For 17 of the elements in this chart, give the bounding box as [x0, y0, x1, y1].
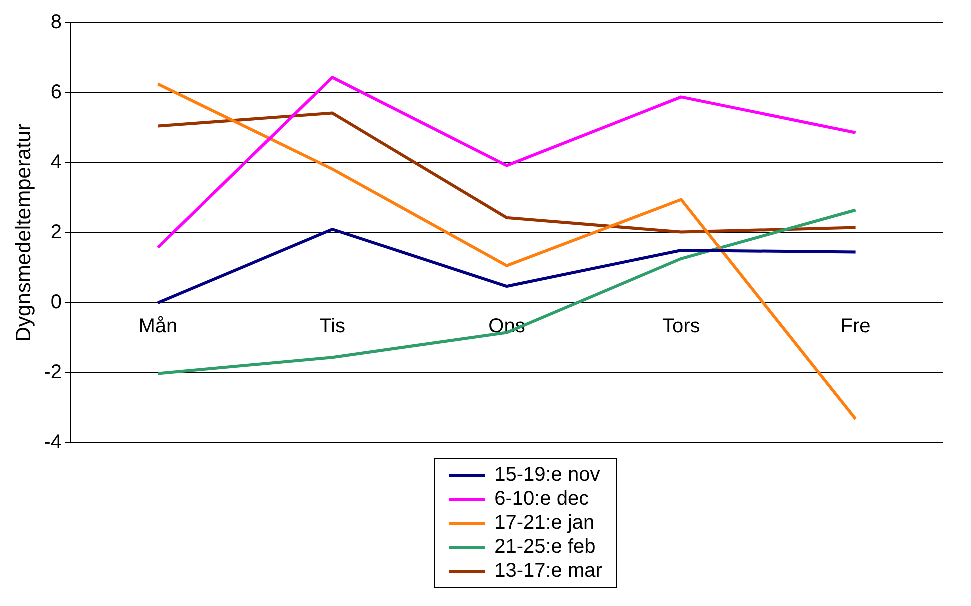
legend-label: 17-21:e jan: [494, 512, 595, 534]
y-axis-title: Dygnsmedeltemperatur: [12, 124, 36, 342]
y-tick-label: 8: [50, 12, 62, 34]
x-tick-label: Tors: [662, 316, 700, 338]
y-tick-label: 0: [50, 292, 62, 314]
x-tick-label: Tis: [320, 316, 346, 338]
legend-label: 15-19:e nov: [494, 464, 600, 486]
y-tick-label: 6: [50, 82, 62, 104]
legend-label: 21-25:e feb: [494, 536, 596, 558]
y-tick-label: 2: [50, 222, 62, 244]
x-tick-label: Mån: [138, 316, 178, 338]
y-tick-label: 4: [50, 152, 62, 174]
legend-label: 6-10:e dec: [494, 488, 590, 510]
y-tick-label: -2: [44, 362, 62, 384]
y-tick-label: -4: [44, 432, 62, 454]
x-tick-label: Fre: [840, 316, 871, 338]
legend-label: 13-17:e mar: [494, 560, 602, 582]
